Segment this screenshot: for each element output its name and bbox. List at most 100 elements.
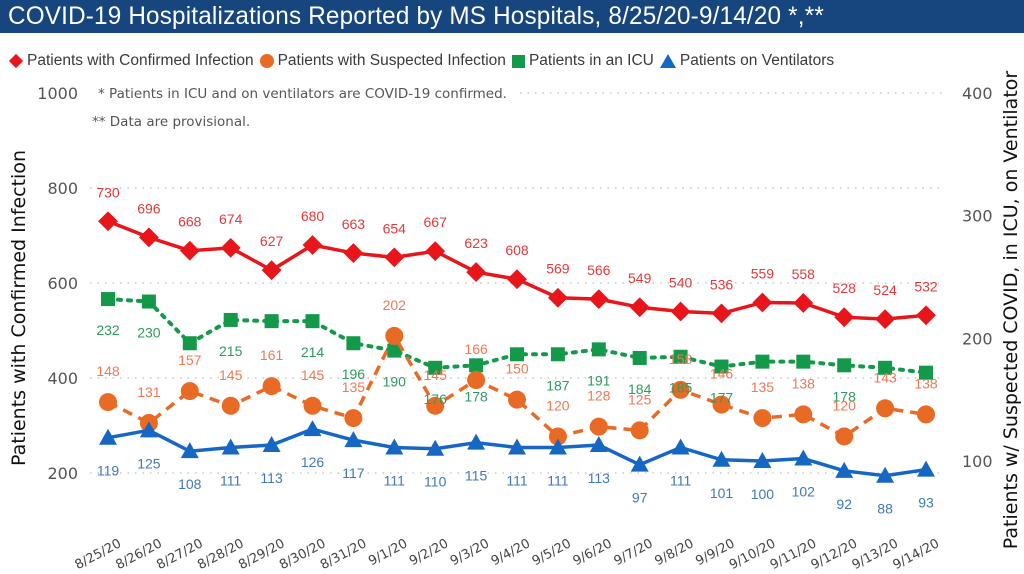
data-point-patients-on-ventilators[interactable] [671, 438, 690, 455]
data-label-patients-in-an-icu: 230 [137, 325, 161, 341]
data-point-patients-with-confirmed-infection[interactable] [752, 292, 773, 313]
data-point-patients-with-suspected-infection[interactable] [835, 427, 854, 446]
data-point-patients-with-confirmed-infection[interactable] [793, 293, 814, 313]
data-label-patients-on-ventilators: 111 [506, 473, 527, 489]
data-point-patients-in-an-icu[interactable] [428, 360, 443, 375]
data-label-patients-with-confirmed-infection: 608 [505, 242, 529, 258]
data-point-patients-with-confirmed-infection[interactable] [261, 260, 282, 281]
data-label-patients-on-ventilators: 119 [97, 463, 120, 479]
data-point-patients-with-suspected-infection[interactable] [508, 390, 526, 409]
data-point-patients-with-confirmed-infection[interactable] [875, 309, 895, 329]
data-label-patients-on-ventilators: 101 [710, 485, 734, 501]
data-label-patients-with-confirmed-infection: 623 [464, 235, 488, 251]
legend-item-suspected[interactable]: Patients with Suspected Infection [259, 52, 506, 70]
data-point-patients-with-suspected-infection[interactable] [221, 396, 240, 415]
data-point-patients-with-confirmed-infection[interactable] [588, 289, 609, 310]
data-label-patients-with-suspected-infection: 145 [301, 367, 325, 383]
data-point-patients-on-ventilators[interactable] [426, 439, 445, 456]
data-point-patients-with-confirmed-infection[interactable] [384, 247, 405, 268]
data-point-patients-on-ventilators[interactable] [548, 438, 567, 455]
data-point-patients-in-an-icu[interactable] [673, 349, 688, 364]
data-point-patients-on-ventilators[interactable] [344, 431, 363, 448]
data-point-patients-with-confirmed-infection[interactable] [302, 235, 323, 255]
data-point-patients-on-ventilators[interactable] [917, 460, 935, 477]
data-point-patients-with-confirmed-infection[interactable] [425, 241, 446, 262]
data-point-patients-with-confirmed-infection[interactable] [670, 301, 691, 322]
data-point-patients-in-an-icu[interactable] [837, 358, 852, 373]
data-point-patients-with-confirmed-infection[interactable] [629, 297, 650, 318]
data-point-patients-with-suspected-infection[interactable] [426, 396, 445, 415]
data-point-patients-in-an-icu[interactable] [346, 336, 361, 351]
data-point-patients-on-ventilators[interactable] [139, 421, 158, 438]
data-point-patients-in-an-icu[interactable] [387, 343, 402, 358]
data-point-patients-in-an-icu[interactable] [305, 314, 320, 329]
data-label-patients-in-an-icu: 215 [219, 343, 243, 359]
data-label-patients-in-an-icu: 214 [301, 344, 325, 360]
data-point-patients-in-an-icu[interactable] [796, 354, 811, 369]
legend-item-confirmed[interactable]: Patients with Confirmed Infection [8, 52, 254, 70]
data-point-patients-with-confirmed-infection[interactable] [916, 305, 936, 326]
data-point-patients-on-ventilators[interactable] [753, 452, 772, 468]
data-point-patients-with-confirmed-infection[interactable] [834, 307, 855, 328]
data-point-patients-on-ventilators[interactable] [835, 461, 854, 478]
data-point-patients-in-an-icu[interactable] [878, 360, 893, 375]
data-point-patients-on-ventilators[interactable] [630, 455, 649, 472]
right-axis-tick-label: 200 [962, 329, 993, 348]
data-point-patients-with-suspected-infection[interactable] [99, 393, 117, 412]
data-point-patients-with-confirmed-infection[interactable] [507, 269, 527, 290]
data-point-patients-with-suspected-infection[interactable] [589, 417, 608, 436]
data-point-patients-on-ventilators[interactable] [221, 438, 240, 455]
legend-item-ventilators[interactable]: Patients on Ventilators [659, 52, 834, 70]
data-point-patients-in-an-icu[interactable] [550, 347, 565, 362]
data-point-patients-with-suspected-infection[interactable] [385, 326, 404, 345]
data-point-patients-in-an-icu[interactable] [632, 350, 647, 365]
data-point-patients-with-confirmed-infection[interactable] [711, 303, 732, 324]
data-point-patients-with-suspected-infection[interactable] [671, 380, 690, 399]
legend-item-icu[interactable]: Patients in an ICU [511, 52, 654, 70]
data-point-patients-in-an-icu[interactable] [264, 314, 279, 329]
data-point-patients-with-confirmed-infection[interactable] [98, 211, 118, 232]
data-point-patients-with-confirmed-infection[interactable] [139, 227, 159, 248]
data-point-patients-in-an-icu[interactable] [510, 347, 524, 362]
data-point-patients-on-ventilators[interactable] [262, 436, 281, 453]
data-point-patients-on-ventilators[interactable] [385, 438, 404, 455]
data-point-patients-with-confirmed-infection[interactable] [220, 237, 241, 258]
x-axis-tick-label: 9/2/20 [407, 536, 451, 569]
data-point-patients-on-ventilators[interactable] [589, 436, 608, 453]
data-point-patients-on-ventilators[interactable] [712, 450, 731, 467]
data-label-patients-in-an-icu: 178 [833, 388, 857, 404]
left-axis-tick-label: 400 [47, 369, 78, 388]
data-point-patients-with-suspected-infection[interactable] [344, 409, 363, 428]
data-point-patients-in-an-icu[interactable] [101, 292, 115, 307]
data-point-patients-on-ventilators[interactable] [876, 466, 895, 483]
data-point-patients-with-confirmed-infection[interactable] [343, 243, 364, 263]
data-point-patients-on-ventilators[interactable] [794, 449, 813, 466]
data-point-patients-with-suspected-infection[interactable] [876, 399, 895, 418]
data-point-patients-on-ventilators[interactable] [467, 433, 486, 450]
data-point-patients-with-suspected-infection[interactable] [917, 405, 935, 424]
data-point-patients-with-suspected-infection[interactable] [303, 396, 322, 415]
data-point-patients-in-an-icu[interactable] [919, 365, 933, 380]
data-point-patients-on-ventilators[interactable] [303, 420, 322, 437]
data-point-patients-with-suspected-infection[interactable] [262, 377, 281, 396]
data-point-patients-in-an-icu[interactable] [591, 342, 606, 357]
data-point-patients-in-an-icu[interactable] [469, 358, 484, 373]
data-point-patients-on-ventilators[interactable] [508, 438, 526, 455]
data-point-patients-in-an-icu[interactable] [714, 359, 729, 374]
data-point-patients-with-suspected-infection[interactable] [548, 427, 567, 446]
data-point-patients-on-ventilators[interactable] [99, 428, 117, 445]
data-point-patients-with-suspected-infection[interactable] [712, 395, 731, 414]
data-point-patients-with-suspected-infection[interactable] [180, 382, 199, 401]
data-point-patients-with-suspected-infection[interactable] [753, 409, 772, 428]
data-point-patients-with-suspected-infection[interactable] [630, 421, 649, 440]
data-point-patients-with-suspected-infection[interactable] [794, 405, 813, 424]
data-point-patients-in-an-icu[interactable] [223, 312, 238, 327]
data-point-patients-in-an-icu[interactable] [755, 354, 770, 369]
data-point-patients-with-suspected-infection[interactable] [467, 371, 486, 390]
data-point-patients-with-confirmed-infection[interactable] [179, 240, 200, 261]
data-point-patients-with-confirmed-infection[interactable] [548, 287, 568, 308]
data-point-patients-in-an-icu[interactable] [141, 294, 156, 309]
data-point-patients-on-ventilators[interactable] [180, 442, 199, 459]
data-point-patients-with-confirmed-infection[interactable] [466, 262, 486, 282]
data-point-patients-in-an-icu[interactable] [182, 336, 197, 351]
